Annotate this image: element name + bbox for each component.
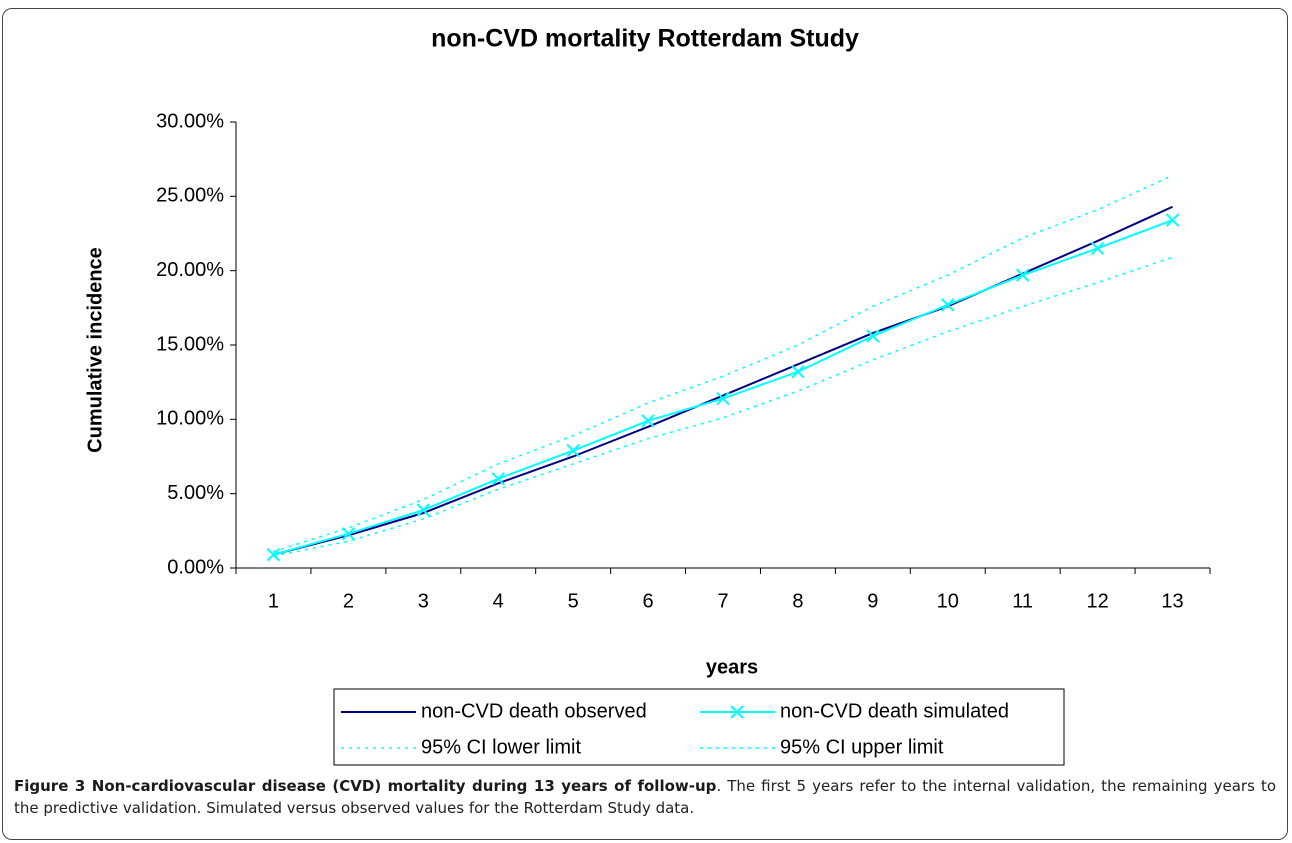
chart: non-CVD mortality Rotterdam Study years … — [84, 25, 1211, 766]
legend-label: non-CVD death simulated — [780, 700, 1009, 722]
point-marker — [641, 414, 655, 428]
y-tick-label: 20.00% — [156, 259, 224, 281]
legend-marker — [730, 705, 744, 719]
x-tick-label: 8 — [792, 590, 803, 612]
point-marker — [1090, 241, 1105, 256]
series-line — [273, 174, 1173, 553]
caption-label: Figure 3 Non-cardiovascular disease (CVD… — [14, 777, 717, 795]
x-tick-label: 3 — [418, 590, 429, 612]
point-marker — [491, 472, 505, 486]
point-marker — [941, 298, 955, 312]
x-tick-label: 5 — [568, 590, 579, 612]
y-tick-label: 15.00% — [156, 333, 224, 355]
y-tick-label: 5.00% — [167, 482, 224, 504]
y-tick-label: 10.00% — [156, 408, 224, 430]
x-tick-label: 13 — [1161, 590, 1183, 612]
x-tick-label: 11 — [1012, 590, 1033, 612]
point-marker — [566, 443, 580, 458]
x-tick-label: 1 — [268, 590, 279, 612]
point-marker — [1015, 268, 1030, 282]
x-tick-label: 12 — [1086, 590, 1108, 612]
point-marker — [416, 503, 431, 517]
series-line — [273, 256, 1173, 557]
series-line — [273, 205, 1173, 556]
point-marker — [791, 365, 805, 379]
point-marker — [266, 547, 281, 562]
x-tick-label: 2 — [343, 590, 354, 612]
series-line — [273, 219, 1173, 556]
figure-frame — [2, 8, 1288, 840]
y-tick-label: 25.00% — [156, 185, 224, 207]
x-tick-label: 10 — [937, 590, 959, 612]
legend-box — [333, 688, 1065, 766]
x-tick-label: 7 — [717, 590, 728, 612]
y-tick-label: 0.00% — [167, 556, 224, 578]
caption-text: . The first 5 years refer to the interna… — [14, 777, 1276, 817]
legend-label: 95% CI upper limit — [780, 736, 944, 758]
point-marker — [1165, 213, 1180, 227]
caption: Figure 3 Non-cardiovascular disease (CVD… — [14, 775, 1276, 819]
point-marker — [716, 391, 730, 406]
legend-label: non-CVD death observed — [421, 700, 647, 722]
y-axis-label: Cumulative incidence — [84, 247, 106, 453]
y-tick-label: 30.00% — [156, 110, 224, 132]
x-tick-label: 6 — [643, 590, 654, 612]
x-axis-label: years — [706, 656, 758, 678]
x-tick-label: 4 — [493, 590, 504, 612]
legend-label: 95% CI lower limit — [421, 736, 581, 758]
chart-title: non-CVD mortality Rotterdam Study — [431, 25, 859, 53]
point-marker — [866, 329, 880, 343]
x-tick-label: 9 — [867, 590, 878, 612]
